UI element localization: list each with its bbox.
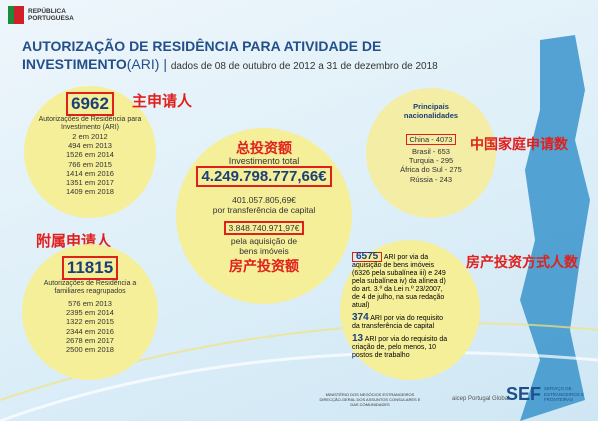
- item: 766 em 2015: [68, 159, 112, 169]
- annotation: 总投资额: [236, 140, 292, 156]
- item: Brasil - 653: [412, 147, 450, 156]
- annotation: 主申请人: [132, 93, 193, 110]
- sef-logo: SEF: [506, 384, 542, 404]
- label: Investimento total: [228, 156, 300, 166]
- title: Principais nacionalidades: [403, 102, 459, 120]
- map: [520, 35, 590, 421]
- item: Rússia - 243: [409, 174, 453, 184]
- total: 6962: [66, 92, 114, 116]
- investment-types: 6575 ARI por via da aquisição de bens im…: [352, 252, 452, 360]
- type-item: 6575 ARI por via da aquisição de bens im…: [352, 252, 452, 310]
- item: 1409 em 2018: [66, 187, 114, 197]
- circle: [340, 240, 480, 380]
- title-line2: INVESTIMENTO(ARI) | dados de 08 de outub…: [22, 56, 438, 72]
- description: Autorizações de Residência para Investim…: [38, 116, 142, 131]
- text: ARI por via do requisito da criação de, …: [352, 336, 448, 359]
- separator: |: [163, 56, 167, 72]
- title-abbr: (ARI): [126, 56, 160, 72]
- decor-line: [0, 351, 598, 421]
- annotation: 中国家庭申请数: [470, 136, 568, 152]
- item: 494 em 2013: [68, 141, 112, 151]
- item: Turquia - 295: [408, 156, 454, 166]
- item: 1351 em 2017: [66, 178, 114, 188]
- logo-line: REPÚBLICA: [28, 8, 66, 15]
- sef-name: SERVIÇO DE ESTRANGEIROS E FRONTEIRAS: [544, 386, 585, 402]
- number: 374: [352, 312, 369, 323]
- circle: [366, 88, 496, 218]
- text: ARI por via da aquisição de bens imóveis…: [352, 254, 446, 309]
- item: 1322 em 2015: [66, 317, 114, 327]
- title-word: INVESTIMENTO: [22, 56, 127, 72]
- period: dados de 08 de outubro de 2012 a 31 de d…: [170, 61, 438, 72]
- item: 2344 em 2016: [66, 326, 114, 336]
- circle: [24, 86, 156, 218]
- capital-label: por transferência de capital: [212, 205, 316, 215]
- property-value: 3.848.740.971,97€: [223, 221, 305, 235]
- logo-flag: [14, 6, 24, 24]
- item: 1526 em 2014: [66, 150, 114, 160]
- item: 2500 em 2018: [66, 345, 114, 355]
- logo-text: REPÚBLICA PORTUGUESA: [28, 8, 74, 22]
- circle: [22, 244, 158, 380]
- item: 2 em 2012: [72, 132, 108, 141]
- logo-line: PORTUGUESA: [28, 15, 74, 22]
- description: Autorizações de Residência a familiares …: [43, 280, 137, 295]
- annotation: 房产投资方式人数: [466, 254, 578, 270]
- item: 1414 em 2016: [66, 168, 114, 178]
- number: 6575: [352, 252, 383, 262]
- dependents: 11815 Autorizações de Residência a famil…: [34, 256, 146, 354]
- capital-value: 401.057.805,69€: [232, 195, 296, 205]
- aicep: aicep Portugal Global: [452, 396, 510, 402]
- item: China - 4073: [405, 134, 457, 146]
- investment: 总投资额 Investimento total 4.249.798.777,66…: [176, 138, 352, 276]
- item: 576 em 2013: [68, 299, 112, 308]
- property-label: pela aquisição de bens imóveis: [230, 236, 298, 256]
- type-item: 374 ARI por via do requisito da transfer…: [352, 312, 452, 331]
- total: 11815: [61, 256, 119, 280]
- item: 2678 em 2017: [66, 335, 114, 345]
- type-item: 13 ARI por via do requisito da criação d…: [352, 333, 452, 360]
- total: 4.249.798.777,66€: [196, 166, 332, 187]
- ministry: MINISTÉRIO DOS NEGÓCIOS ESTRANGEIROS DIR…: [319, 392, 421, 407]
- nationalities: Principais nacionalidades China - 4073 B…: [386, 102, 476, 184]
- item: África do Sul - 275: [400, 165, 462, 175]
- number: 13: [352, 333, 364, 344]
- annotation: 房产投资额: [229, 258, 299, 274]
- main-applicants: 6962 Autorizações de Residência para Inv…: [34, 92, 146, 196]
- text: ARI por via do requisito da transferênci…: [352, 315, 444, 330]
- title: AUTORIZAÇÃO DE RESIDÊNCIA PARA ATIVIDADE…: [22, 38, 382, 54]
- item: 2395 em 2014: [66, 308, 114, 318]
- circle: [176, 128, 352, 304]
